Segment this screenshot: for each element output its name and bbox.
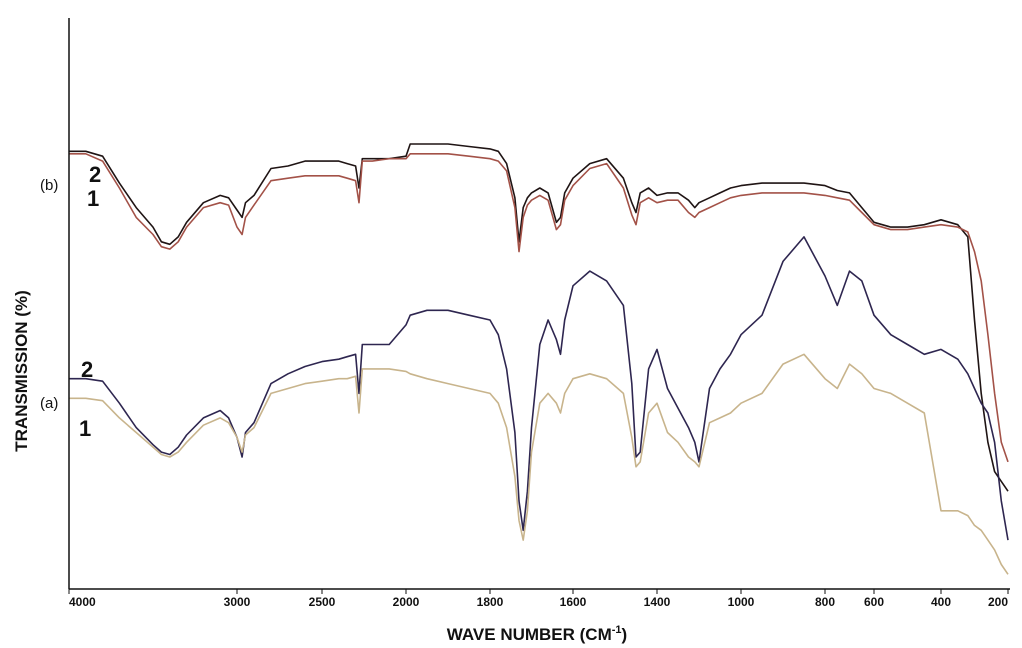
series-line-1 (69, 143, 1009, 492)
series-label-b-1: 1 (87, 186, 99, 211)
panel-label-a: (a) (40, 395, 58, 412)
x-tick-label-8: 800 (815, 595, 835, 609)
x-axis-title-main: WAVE NUMBER (CM (447, 625, 612, 644)
series-line-2 (69, 153, 1009, 463)
plot-area (69, 143, 1009, 575)
x-tick-label-3: 2000 (393, 595, 420, 609)
panel-label-b: (b) (40, 177, 58, 194)
x-tick-label-2: 2500 (309, 595, 336, 609)
x-axis-title-sup: -1 (612, 624, 622, 636)
x-ticks: 4000 3000 2500 2000 1800 1600 1400 1000 800 600 40… (68, 589, 1009, 609)
x-tick-label-7: 1000 (728, 595, 755, 609)
x-tick-label-6: 1400 (644, 595, 671, 609)
series-label-a-2: 2 (81, 357, 93, 382)
series-line-3 (69, 236, 1009, 541)
x-tick-label-1: 3000 (224, 595, 251, 609)
x-tick-label-0: 4000 (69, 595, 96, 609)
y-axis-title: TRANSMISSION (%) (12, 290, 31, 452)
x-axis-title-close: ) (622, 625, 628, 644)
axes (68, 18, 1010, 590)
x-tick-label-10: 400 (931, 595, 951, 609)
series-labels: (b) 2 1 (a) 2 1 (40, 162, 101, 441)
x-tick-label-11: 200 (988, 595, 1008, 609)
series-label-b-2: 2 (89, 162, 101, 187)
x-tick-label-9: 600 (864, 595, 884, 609)
series-line-4 (69, 353, 1009, 575)
x-tick-label-5: 1600 (560, 595, 587, 609)
x-axis-title: WAVE NUMBER (CM-1) (447, 624, 627, 644)
x-tick-label-4: 1800 (477, 595, 504, 609)
series-label-a-1: 1 (79, 416, 91, 441)
